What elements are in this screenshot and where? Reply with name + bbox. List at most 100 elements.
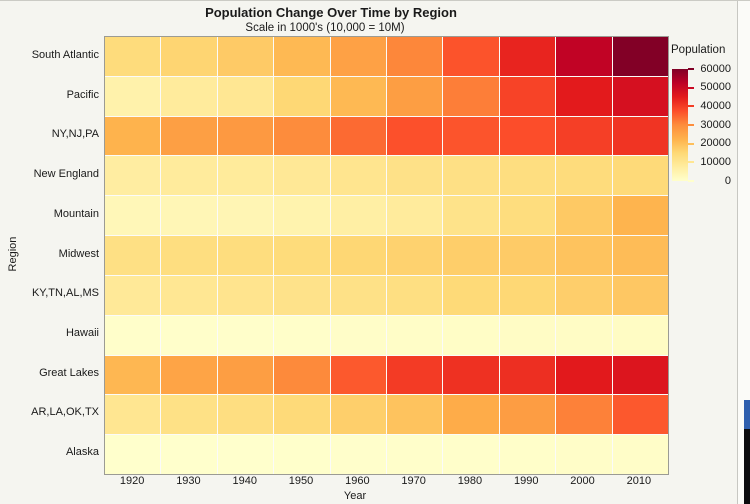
heatmap-cell[interactable] [499,76,556,116]
heatmap-cell[interactable] [161,315,217,355]
heatmap-cell[interactable] [217,355,274,395]
heatmap-cell[interactable] [217,156,274,196]
heatmap-cell[interactable] [387,37,443,76]
heatmap-cell[interactable] [161,236,217,275]
heatmap-cell[interactable] [274,275,330,315]
heatmap-cell[interactable] [217,116,274,156]
heatmap-cell[interactable] [443,37,499,76]
heatmap-cell[interactable] [105,315,161,355]
heatmap-cell[interactable] [274,395,330,435]
heatmap-cell[interactable] [499,116,556,156]
heatmap-cell[interactable] [105,37,161,76]
heatmap-cell[interactable] [330,116,386,156]
heatmap-cell[interactable] [499,315,556,355]
heatmap-cell[interactable] [217,395,274,435]
heatmap-cell[interactable] [105,275,161,315]
heatmap-cell[interactable] [387,435,443,474]
heatmap-cell[interactable] [556,37,612,76]
heatmap-cell[interactable] [612,37,668,76]
heatmap-cell[interactable] [387,395,443,435]
heatmap-cell[interactable] [330,196,386,236]
heatmap-cell[interactable] [161,355,217,395]
heatmap-cell[interactable] [387,156,443,196]
heatmap-cell[interactable] [105,395,161,435]
heatmap-cell[interactable] [443,236,499,275]
heatmap-cell[interactable] [105,196,161,236]
heatmap-cell[interactable] [556,76,612,116]
heatmap-cell[interactable] [217,315,274,355]
heatmap-cell[interactable] [330,76,386,116]
heatmap-cell[interactable] [105,355,161,395]
heatmap-cell[interactable] [161,76,217,116]
heatmap-cell[interactable] [217,76,274,116]
heatmap-cell[interactable] [499,196,556,236]
heatmap-cell[interactable] [161,116,217,156]
heatmap-cell[interactable] [612,355,668,395]
heatmap-cell[interactable] [612,156,668,196]
heatmap-cell[interactable] [499,156,556,196]
heatmap-cell[interactable] [387,76,443,116]
heatmap-cell[interactable] [330,236,386,275]
heatmap-cell[interactable] [499,395,556,435]
heatmap-cell[interactable] [387,196,443,236]
heatmap-cell[interactable] [217,236,274,275]
heatmap-cell[interactable] [330,156,386,196]
heatmap-cell[interactable] [387,315,443,355]
heatmap-cell[interactable] [556,315,612,355]
heatmap-cell[interactable] [105,116,161,156]
heatmap-cell[interactable] [330,435,386,474]
heatmap-cell[interactable] [274,116,330,156]
heatmap-cell[interactable] [556,236,612,275]
heatmap-cell[interactable] [499,275,556,315]
heatmap-cell[interactable] [556,156,612,196]
heatmap-cell[interactable] [499,355,556,395]
heatmap-cell[interactable] [274,355,330,395]
heatmap-cell[interactable] [612,275,668,315]
heatmap-cell[interactable] [556,196,612,236]
heatmap-cell[interactable] [387,355,443,395]
heatmap-cell[interactable] [330,395,386,435]
heatmap-cell[interactable] [443,355,499,395]
heatmap-cell[interactable] [556,395,612,435]
heatmap-cell[interactable] [443,435,499,474]
heatmap-cell[interactable] [443,395,499,435]
heatmap-cell[interactable] [387,275,443,315]
heatmap-cell[interactable] [443,196,499,236]
heatmap-cell[interactable] [274,156,330,196]
heatmap-cell[interactable] [217,275,274,315]
heatmap-cell[interactable] [443,116,499,156]
heatmap-cell[interactable] [556,435,612,474]
heatmap-cell[interactable] [556,355,612,395]
heatmap-cell[interactable] [612,76,668,116]
heatmap-cell[interactable] [161,435,217,474]
heatmap-cell[interactable] [499,435,556,474]
heatmap-cell[interactable] [330,275,386,315]
heatmap-cell[interactable] [499,236,556,275]
heatmap-cell[interactable] [387,116,443,156]
heatmap-cell[interactable] [274,37,330,76]
heatmap-cell[interactable] [161,395,217,435]
heatmap-cell[interactable] [556,275,612,315]
heatmap-cell[interactable] [217,435,274,474]
heatmap-cell[interactable] [161,37,217,76]
heatmap-cell[interactable] [105,156,161,196]
heatmap-cell[interactable] [612,236,668,275]
heatmap-cell[interactable] [105,76,161,116]
heatmap-cell[interactable] [612,435,668,474]
heatmap-cell[interactable] [443,275,499,315]
heatmap-cell[interactable] [274,435,330,474]
heatmap-cell[interactable] [330,37,386,76]
heatmap-cell[interactable] [612,395,668,435]
heatmap-cell[interactable] [161,275,217,315]
heatmap-cell[interactable] [161,196,217,236]
heatmap-cell[interactable] [330,355,386,395]
heatmap-cell[interactable] [274,196,330,236]
heatmap-cell[interactable] [612,315,668,355]
heatmap-cell[interactable] [161,156,217,196]
heatmap-cell[interactable] [105,236,161,275]
heatmap-cell[interactable] [217,37,274,76]
heatmap-cell[interactable] [443,156,499,196]
heatmap-cell[interactable] [499,37,556,76]
heatmap-cell[interactable] [612,196,668,236]
heatmap-cell[interactable] [217,196,274,236]
